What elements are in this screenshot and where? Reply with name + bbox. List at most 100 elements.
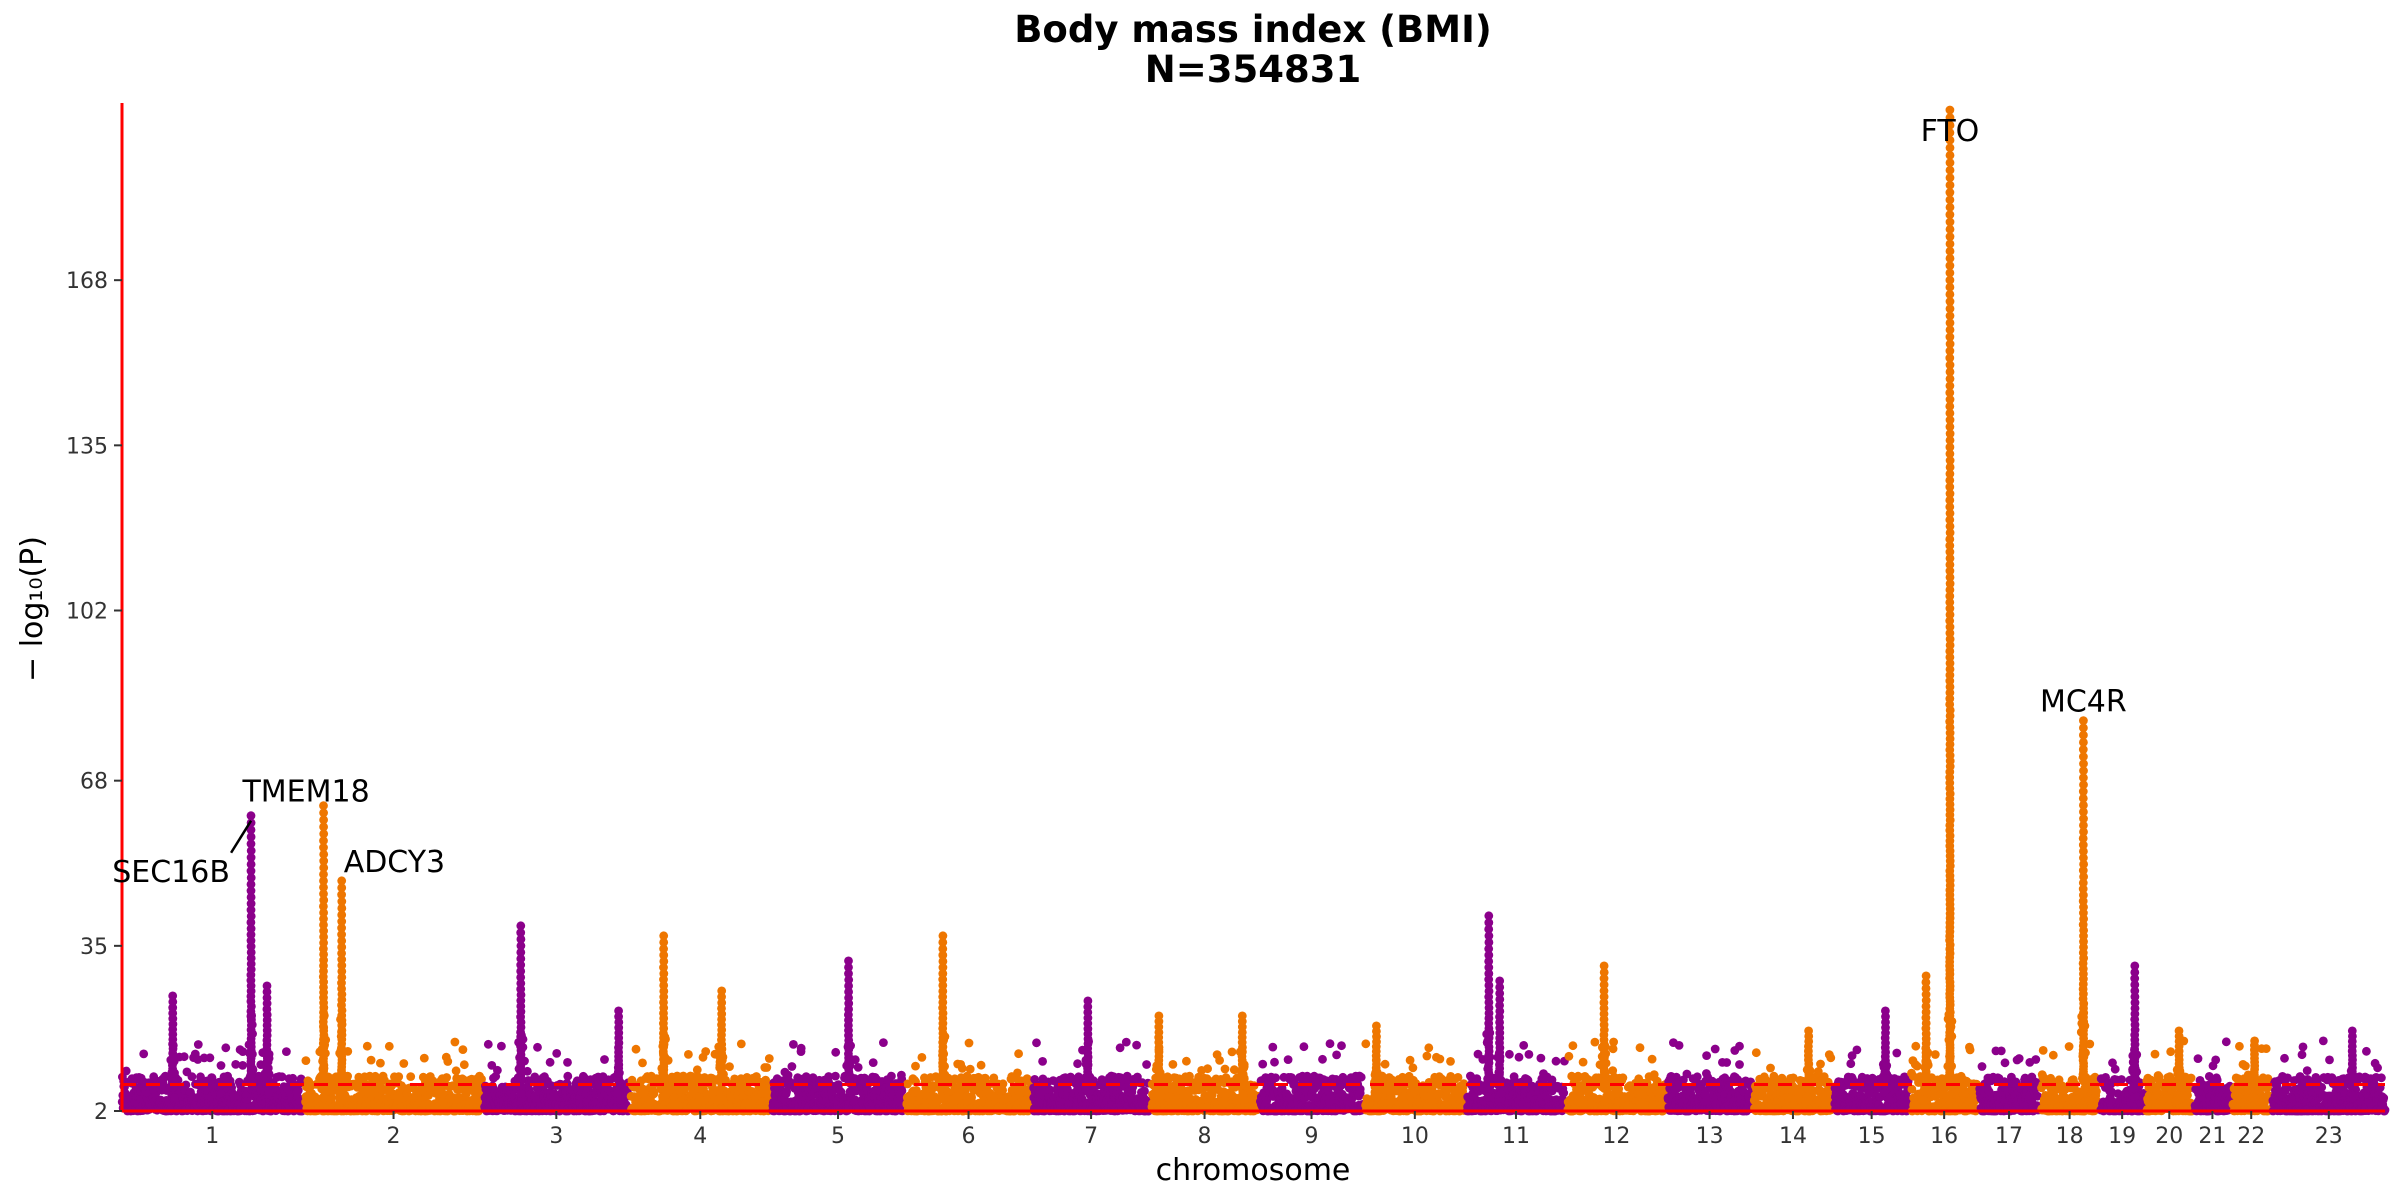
snp-point — [1014, 1049, 1023, 1059]
snp-point — [193, 1040, 203, 1049]
snp-point — [879, 1038, 888, 1047]
snp-point — [1380, 1059, 1390, 1069]
snp-point — [1203, 1064, 1212, 1074]
snp-point — [1635, 1043, 1645, 1053]
snp-point — [1132, 1040, 1141, 1050]
snp-point — [424, 1091, 433, 1100]
snp-point — [1142, 1060, 1151, 1069]
snp-point — [701, 1047, 711, 1056]
snp-point — [533, 1042, 542, 1052]
snp-point — [493, 1065, 502, 1075]
snp-point — [443, 1057, 453, 1066]
snp-point — [789, 1040, 798, 1049]
snp-point — [1215, 1056, 1224, 1065]
snp-point — [1536, 1053, 1546, 1063]
snp-point — [638, 1058, 647, 1068]
chromosome-6-points — [902, 1038, 1035, 1116]
snp-point — [1524, 1050, 1534, 1059]
snp-point — [976, 1060, 986, 1070]
snp-point — [187, 1072, 197, 1081]
snp-point — [787, 1062, 797, 1071]
snp-point — [293, 1086, 303, 1095]
chromosome-3-points — [480, 1038, 633, 1116]
snp-point — [1332, 1050, 1341, 1060]
snp-point — [366, 1055, 376, 1065]
snp-point — [1299, 1042, 1309, 1052]
snp-point — [725, 1062, 734, 1071]
snp-point — [1519, 1041, 1529, 1050]
snp-point — [1227, 1047, 1237, 1057]
snp-point — [831, 1071, 840, 1081]
snp-point — [477, 1074, 486, 1084]
snp-point — [1564, 1051, 1574, 1061]
snp-point — [1325, 1039, 1335, 1049]
snp-point — [1271, 1073, 1280, 1083]
snp-point — [442, 1073, 451, 1082]
snp-point — [965, 1064, 975, 1074]
snp-point — [406, 1072, 416, 1081]
snp-point — [1168, 1060, 1178, 1069]
chromosome-4-points — [626, 1039, 774, 1116]
snp-point — [563, 1058, 572, 1067]
snp-point — [552, 1049, 562, 1058]
snp-point — [600, 1055, 609, 1064]
snp-point — [238, 1061, 248, 1070]
chromosome-12-points — [1563, 1037, 1670, 1116]
snp-point — [216, 1061, 226, 1070]
snp-point — [917, 1053, 927, 1062]
snp-point — [1038, 1057, 1047, 1066]
snp-point — [1559, 1088, 1569, 1098]
snp-point — [1013, 1068, 1022, 1078]
snp-point — [1405, 1055, 1415, 1065]
snp-point — [301, 1056, 311, 1065]
snp-point — [1356, 1072, 1366, 1082]
snp-point — [911, 1061, 920, 1071]
snp-point — [1609, 1037, 1618, 1047]
snp-point — [288, 1073, 298, 1083]
snp-point — [964, 1038, 974, 1048]
snp-point — [831, 1047, 841, 1057]
snp-point — [563, 1071, 573, 1081]
snp-point — [1337, 1041, 1346, 1051]
snp-point — [684, 1050, 693, 1059]
snp-point — [179, 1052, 189, 1062]
snp-point — [1361, 1039, 1371, 1049]
snp-point — [649, 1089, 659, 1098]
snp-point — [1578, 1057, 1588, 1067]
snp-point — [221, 1043, 231, 1053]
snp-point — [1422, 1051, 1432, 1061]
snp-point — [1270, 1057, 1279, 1067]
snp-point — [376, 1058, 385, 1068]
snp-point — [1408, 1063, 1418, 1073]
snp-point — [296, 1074, 306, 1084]
snp-point — [762, 1063, 772, 1072]
chart-subtitle: N=354831 — [1145, 48, 1361, 91]
snp-point — [483, 1039, 493, 1049]
chromosome-1-points — [117, 1040, 307, 1116]
snp-point — [362, 1041, 372, 1051]
snp-point — [277, 1072, 287, 1082]
snp-point — [459, 1060, 469, 1070]
snp-point — [1073, 1059, 1082, 1069]
snp-point — [399, 1059, 409, 1068]
snp-point — [121, 1066, 131, 1076]
snp-point — [1121, 1037, 1131, 1047]
snp-point — [796, 1043, 806, 1053]
snp-point — [545, 1057, 555, 1067]
snp-point — [1268, 1042, 1278, 1052]
snp-point — [853, 1063, 863, 1072]
snp-point — [231, 1060, 241, 1069]
snp-point — [450, 1037, 460, 1047]
snp-point — [1618, 1073, 1628, 1083]
snp-point — [384, 1041, 394, 1051]
snp-point — [1424, 1043, 1434, 1053]
snp-point — [1032, 1038, 1041, 1048]
snp-point — [1283, 1055, 1293, 1064]
snp-point — [1446, 1057, 1455, 1066]
snp-point — [181, 1080, 191, 1090]
snp-point — [327, 1093, 336, 1103]
snp-point — [1551, 1056, 1561, 1066]
snp-point — [736, 1039, 746, 1049]
snp-point — [1140, 1086, 1149, 1096]
